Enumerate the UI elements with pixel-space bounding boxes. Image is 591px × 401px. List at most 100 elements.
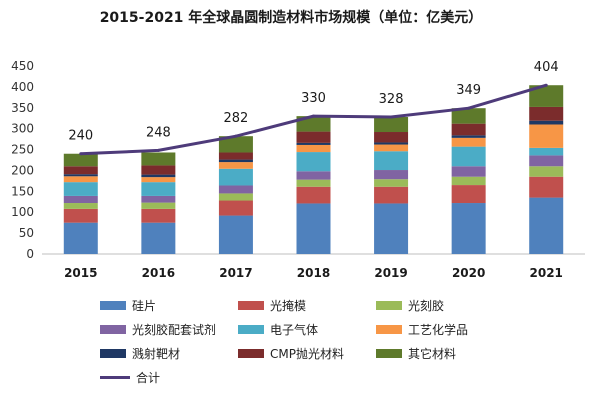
bar-segment [141,195,176,203]
bar-segment [451,135,486,138]
bar-segment [141,182,176,196]
bar-segment [141,174,176,178]
total-data-label: 349 [456,83,481,98]
legend-label: 合计 [136,370,161,385]
y-tick-label: 400 [11,80,34,94]
bar-segment [218,185,253,194]
bar-segment [218,193,253,201]
x-tick-label: 2017 [219,266,252,280]
legend-swatch [238,348,264,358]
legend-label: 硅片 [132,298,157,313]
bar-segment [218,159,253,163]
total-point [79,152,83,156]
legend-item: 硅片 [100,296,238,314]
bar-segment [218,152,253,160]
bar-segment [529,124,564,148]
legend-item: 光刻胶 [376,296,514,314]
total-line-layer [79,83,548,156]
bar-segment [451,137,486,147]
legend-label: 其它材料 [408,346,457,361]
legend-label: 溅射靶材 [132,346,181,361]
bar-segment [451,108,486,124]
bar-segment [141,222,176,254]
x-tick-label: 2019 [374,266,407,280]
y-tick-label: 150 [11,184,34,198]
total-data-label: 248 [146,125,171,140]
bar-segment [451,166,486,177]
bar-segment [451,176,486,186]
data-label-layer: 240 248 282 330 328 349 404 [68,60,558,144]
bar-layer [63,85,564,254]
total-point [389,115,393,119]
y-tick-label: 200 [11,163,34,177]
bar-segment [218,168,253,186]
legend-label: CMP抛光材料 [270,346,344,361]
bar-segment [374,116,409,133]
legend-item: 溅射靶材 [100,344,238,362]
bar-segment [529,166,564,177]
legend-item: 光掩模 [238,296,376,314]
total-point [467,106,471,110]
legend-item: 光刻胶配套试剂 [100,320,238,338]
bar-segment [296,116,331,132]
bar-segment [141,208,176,223]
total-data-label: 404 [534,60,559,75]
legend-swatch [238,324,264,334]
bar-segment [451,123,486,136]
bar-segment [374,151,409,171]
chart-title: 2015-2021 年全球晶圆制造材料市场规模（单位：亿美元） [100,9,483,26]
total-point [544,83,548,87]
bar-segment [63,153,98,167]
legend-item: 其它材料 [376,344,514,362]
bar-segment [218,162,253,169]
bar-segment [296,171,331,180]
bar-segment [296,179,331,187]
bar-segment [374,186,409,204]
total-data-label: 240 [68,129,93,144]
bar-segment [63,174,98,177]
bar-segment [529,147,564,156]
bar-segment [529,85,564,107]
legend-label: 电子气体 [270,322,319,337]
total-data-label: 282 [224,111,249,126]
total-point [312,114,315,118]
total-data-label: 330 [301,91,326,106]
legend-swatch [100,300,126,310]
bar-segment [529,106,564,121]
total-point [156,148,160,152]
legend-label: 工艺化学品 [408,322,469,337]
bar-segment [63,208,98,223]
y-tick-label: 300 [11,122,34,136]
bar-segment [451,203,486,254]
bar-segment [63,182,98,196]
bar-segment [529,120,564,125]
bar-segment [141,202,176,209]
bar-segment [451,185,486,204]
y-tick-label: 350 [11,101,34,115]
legend-label: 光刻胶 [408,298,445,313]
legend-item: 工艺化学品 [376,320,514,338]
legend-swatch [376,324,402,334]
bar-segment [63,195,98,204]
bar-segment [296,186,331,204]
y-tick-label: 450 [11,59,34,73]
bar-segment [296,142,331,145]
legend-swatch [100,348,126,358]
bar-segment [529,176,564,198]
x-tick-label: 2015 [64,266,97,280]
y-tick-label: 100 [11,205,34,219]
legend-item: 合计 [100,368,238,386]
bar-segment [63,222,98,254]
bar-segment [141,177,176,183]
bar-segment [296,152,331,172]
bar-segment [451,146,486,167]
x-tick-label: 2020 [452,266,485,280]
bar-segment [529,197,564,254]
legend-swatch [376,348,402,358]
x-tick-label: 2021 [530,266,563,280]
legend-label: 光刻胶配套试剂 [132,322,217,337]
bar-segment [296,144,331,153]
x-tick-label: 2016 [142,266,175,280]
legend-item: CMP抛光材料 [238,344,376,362]
